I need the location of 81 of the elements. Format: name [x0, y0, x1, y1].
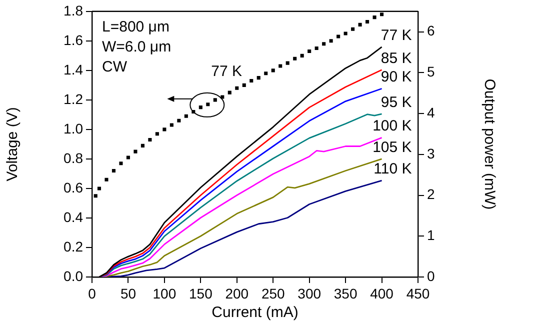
y-tick-label: 0.8	[64, 150, 84, 166]
y2-tick-label: 3	[427, 145, 435, 162]
x-tick-label: 0	[88, 285, 96, 302]
point	[351, 27, 355, 31]
point	[308, 49, 312, 54]
x-tick-label: 350	[334, 285, 358, 302]
y2-tick-label: 5	[427, 64, 435, 80]
x-tick-label: 400	[370, 285, 394, 302]
point	[126, 156, 130, 160]
point	[380, 12, 384, 16]
series-label: 95 K	[380, 94, 412, 111]
point	[344, 32, 348, 36]
y-tick-label: 1.8	[64, 2, 84, 18]
y2-tick-label: 2	[427, 186, 435, 202]
point	[264, 72, 268, 76]
y2-tick-label: 6	[427, 22, 435, 39]
point	[366, 20, 370, 24]
point	[293, 56, 297, 60]
point	[213, 98, 217, 102]
point	[372, 16, 376, 20]
annotation: L=800 μm	[102, 18, 170, 36]
point	[256, 76, 260, 80]
series-label: 77 K	[211, 62, 242, 80]
y-tick-label: 1.4	[64, 61, 84, 78]
point	[112, 168, 116, 173]
y-tick-label: 1.6	[64, 32, 84, 48]
point	[235, 86, 239, 90]
y-axis-title: Voltage (V)	[4, 107, 22, 182]
point	[329, 39, 333, 43]
point	[322, 42, 326, 46]
annotation: W=6.0 μm	[102, 38, 172, 56]
point	[271, 68, 275, 72]
point	[242, 83, 246, 87]
series-label: 100 K	[372, 118, 412, 135]
point	[314, 46, 318, 50]
series-label: 105 K	[372, 138, 412, 156]
point	[94, 194, 98, 198]
y2-tick-label: 0	[427, 268, 435, 284]
x-tick-label: 200	[225, 285, 249, 302]
x-tick-label: 100	[152, 285, 176, 302]
y-tick-label: 0.6	[64, 179, 84, 196]
y-tick-label: 1.0	[64, 120, 84, 136]
point	[140, 144, 144, 148]
series-label: 77 K	[380, 26, 412, 44]
y2-tick-label: 4	[427, 104, 435, 120]
x-tick-label: 150	[188, 285, 213, 302]
x-tick-label: 300	[298, 285, 322, 302]
point	[155, 132, 159, 136]
point	[97, 186, 102, 190]
point	[250, 78, 254, 83]
x-tick-label: 250	[261, 285, 286, 302]
point	[336, 34, 340, 38]
x-tick-label: 50	[120, 285, 136, 302]
x-tick-label: 450	[406, 285, 430, 302]
point	[184, 114, 188, 118]
point	[162, 128, 166, 132]
point	[134, 150, 138, 154]
point	[228, 90, 232, 94]
point	[148, 138, 152, 142]
point	[198, 106, 202, 110]
point	[206, 102, 210, 106]
point	[300, 54, 304, 58]
y2-tick-label: 1	[427, 227, 435, 243]
point	[220, 95, 224, 99]
y-tick-label: 1.2	[64, 90, 84, 107]
point	[119, 162, 123, 166]
series-label: 90 K	[380, 68, 412, 86]
point	[278, 64, 282, 68]
x-axis-title: Current (mA)	[212, 304, 298, 322]
series-label: 85 K	[380, 50, 412, 67]
point	[177, 118, 181, 122]
y-tick-label: 0.2	[64, 238, 84, 254]
y-tick-label: 0.4	[64, 208, 84, 225]
point	[104, 178, 108, 182]
point	[286, 61, 290, 65]
y2-axis-title: Output power (mW)	[480, 78, 498, 210]
series-label: 110 K	[374, 160, 412, 178]
annotation: CW	[102, 58, 128, 76]
point	[358, 22, 362, 26]
y-tick-label: 0.0	[64, 268, 84, 284]
point	[170, 123, 174, 127]
